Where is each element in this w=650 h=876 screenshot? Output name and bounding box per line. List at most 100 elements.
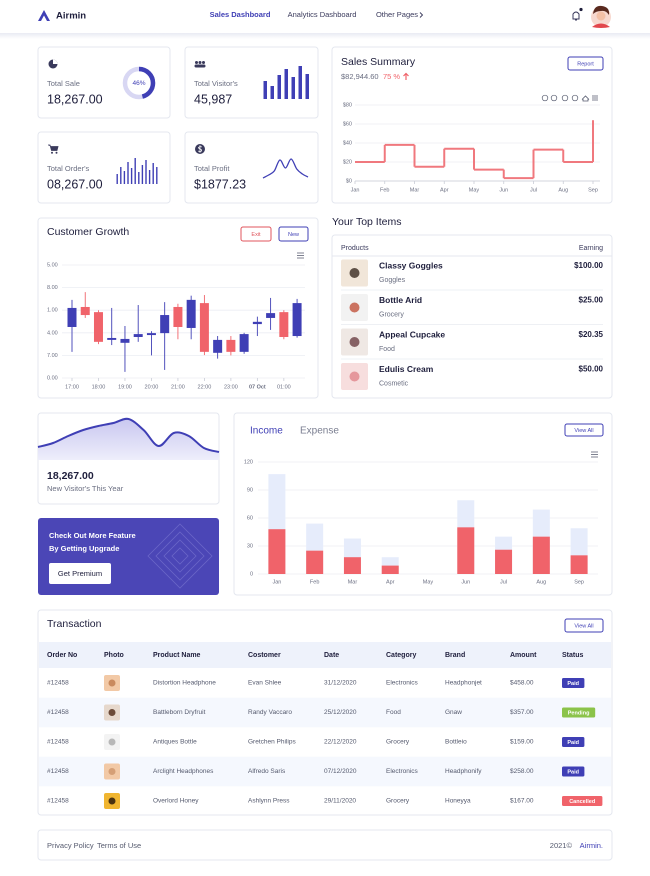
card	[233, 412, 613, 596]
button-label[interactable]: View All	[574, 623, 593, 629]
y-tick-label: $60	[343, 121, 352, 127]
stat-label: Total Profit	[194, 164, 230, 173]
mini-bar	[116, 174, 118, 184]
bar	[570, 555, 588, 574]
mini-bar	[130, 168, 133, 184]
status-badge	[562, 796, 603, 806]
stat-icon	[198, 145, 202, 153]
tab[interactable]: Income	[250, 426, 283, 437]
candle-body	[67, 307, 77, 327]
x-tick-label: 07 Oct	[249, 384, 266, 390]
status-label: Paid	[567, 681, 579, 687]
visitors-value: 18,267.00	[47, 470, 94, 482]
status-label: Paid	[567, 740, 579, 746]
toolbar-icon[interactable]	[592, 95, 598, 101]
x-tick-label: May	[423, 579, 434, 585]
table-cell: Arclight Headphones	[153, 768, 214, 775]
nav-link[interactable]: Analytics Dashboard	[288, 10, 357, 19]
x-tick-label: Sep	[574, 579, 584, 585]
button-label[interactable]: New	[288, 232, 299, 238]
card-title: Customer Growth	[47, 226, 129, 238]
menu-icon[interactable]	[591, 451, 598, 458]
y-tick-label: 4.00	[47, 330, 58, 336]
column-header: Earning	[579, 245, 603, 252]
table-cell: $159.00	[510, 739, 534, 746]
x-tick-label: Mar	[348, 579, 358, 585]
bar	[343, 557, 361, 574]
table-cell: Grocery	[386, 798, 410, 805]
toolbar-icon[interactable]	[550, 94, 558, 102]
column-header: Order No	[47, 652, 77, 659]
button[interactable]	[240, 226, 272, 242]
x-tick-label: Jun	[461, 579, 470, 585]
product-photo-detail	[108, 738, 116, 746]
x-tick-label: 01:00	[277, 384, 291, 390]
nav-link[interactable]: Sales Dashboard	[210, 10, 271, 19]
x-tick-label: Jul	[530, 187, 537, 193]
table-cell: #12458	[47, 739, 69, 746]
item-earning: $20.35	[579, 330, 604, 339]
column-header: Category	[386, 652, 416, 659]
stat-icon	[48, 144, 59, 151]
x-tick-label: 23:00	[224, 384, 238, 390]
footer-link[interactable]: Privacy Policy	[47, 841, 94, 850]
up-arrow	[403, 72, 409, 80]
product-photo-detail	[108, 679, 116, 687]
promo-button-label[interactable]: Get Premium	[58, 569, 102, 578]
tab[interactable]: Expense	[300, 426, 339, 437]
mini-bar	[152, 163, 154, 184]
button[interactable]	[278, 226, 309, 242]
menu-icon[interactable]	[297, 252, 304, 259]
stat-label: Total Order's	[47, 164, 90, 173]
mini-bar	[141, 165, 144, 184]
y-tick-label: 7.00	[47, 353, 58, 359]
mini-bar	[134, 158, 136, 184]
button-label[interactable]: View All	[574, 428, 593, 434]
y-tick-label: 30	[247, 543, 253, 549]
row-band	[39, 697, 611, 728]
bar	[495, 549, 513, 574]
product-image-detail	[349, 337, 360, 347]
card-title: Sales Summary	[341, 56, 416, 68]
y-tick-label: 120	[244, 459, 253, 465]
product-photo-detail	[108, 768, 116, 775]
bell-icon[interactable]	[572, 11, 580, 21]
item-category: Cosmetic	[379, 380, 409, 387]
toolbar-icon[interactable]	[561, 94, 569, 102]
table-cell: Alfredo Saris	[248, 768, 286, 775]
toolbar-icon[interactable]	[571, 94, 579, 102]
table-header	[39, 642, 611, 668]
toolbar-icon[interactable]	[541, 94, 549, 102]
item-name: Classy Goggles	[379, 260, 443, 270]
button[interactable]	[564, 423, 604, 437]
item-name: Bottle Arid	[379, 295, 422, 305]
card-title: Transaction	[47, 618, 102, 630]
promo-button[interactable]	[49, 563, 111, 584]
stat-icon	[55, 151, 58, 154]
button[interactable]	[567, 56, 604, 71]
column-header: Date	[324, 652, 339, 659]
table-cell: Evan Shlee	[248, 680, 282, 687]
x-tick-label: 22:00	[198, 384, 212, 390]
summary-amount: $82,944.60	[341, 72, 379, 81]
candle-body	[292, 303, 302, 337]
table-cell: Electronics	[386, 768, 419, 775]
button[interactable]	[564, 618, 604, 633]
nav-link[interactable]: Other Pages	[376, 10, 418, 19]
toolbar-icon[interactable]	[581, 95, 590, 102]
candle-body	[93, 312, 103, 342]
x-tick-label: 17:00	[65, 384, 79, 390]
item-earning: $100.00	[574, 261, 603, 270]
mini-bar	[156, 167, 158, 184]
candle-body	[133, 334, 143, 337]
footer-link[interactable]: Terms of Use	[97, 841, 141, 850]
y-tick-label: 8.00	[47, 285, 58, 291]
card	[184, 46, 319, 119]
stat-label: Total Visitor's	[194, 79, 238, 88]
candle-body	[226, 339, 236, 352]
table-cell: Ashlynn Press	[248, 798, 290, 805]
button-label[interactable]: Exit	[251, 232, 261, 238]
button-label[interactable]: Report	[577, 61, 594, 67]
table-cell: $357.00	[510, 709, 534, 716]
